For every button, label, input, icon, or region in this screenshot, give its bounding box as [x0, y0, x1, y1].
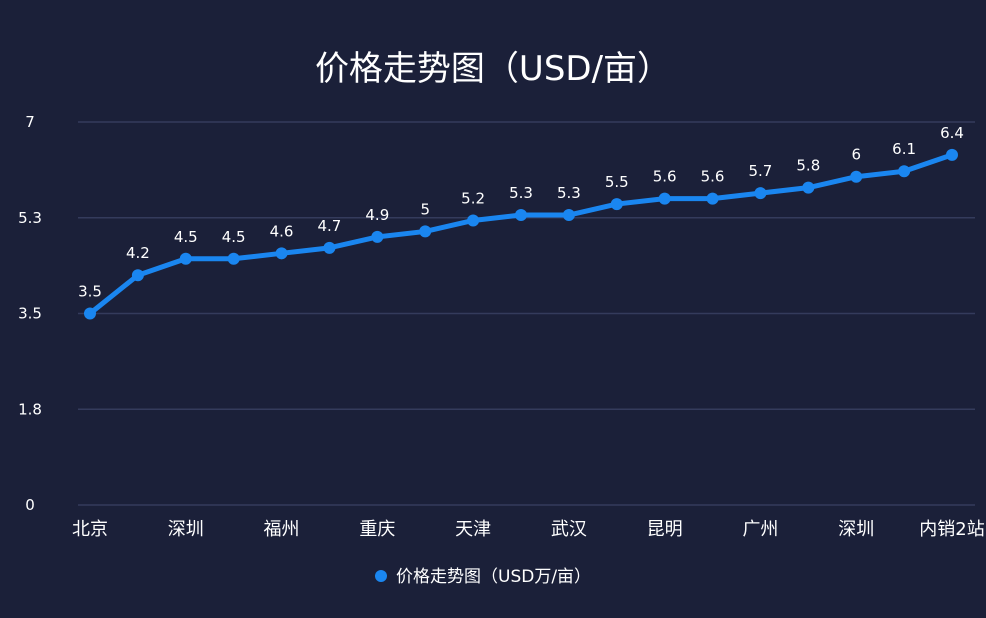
y-tick-label: 3.5 — [18, 305, 42, 323]
data-label: 4.9 — [365, 206, 389, 224]
data-point[interactable] — [419, 225, 432, 238]
legend[interactable]: 价格走势图（USD万/亩） — [375, 567, 591, 587]
x-tick-label: 昆明 — [647, 519, 683, 540]
data-point[interactable] — [227, 252, 240, 265]
data-label: 4.5 — [174, 228, 198, 246]
y-tick-label: 0 — [25, 496, 35, 514]
data-label: 4.5 — [222, 228, 246, 246]
x-tick-label: 广州 — [742, 519, 778, 540]
data-point[interactable] — [131, 269, 144, 282]
data-point[interactable] — [754, 187, 767, 200]
data-label: 5.2 — [461, 189, 485, 207]
data-label: 6.1 — [892, 140, 916, 158]
data-point[interactable] — [562, 209, 575, 222]
data-point[interactable] — [850, 170, 863, 183]
data-point[interactable] — [179, 252, 192, 265]
x-tick-label: 天津 — [455, 519, 491, 540]
data-point[interactable] — [658, 192, 671, 205]
data-label: 4.2 — [126, 244, 150, 262]
x-tick-label: 重庆 — [359, 519, 395, 540]
y-axis-ticks: 7 5.3 3.5 1.8 0 — [18, 113, 42, 514]
data-labels: 3.5 4.2 4.5 4.5 4.6 4.7 4.9 5 5.2 5.3 5.3 5.5 5.6 5.6… — [78, 124, 964, 301]
data-point[interactable] — [802, 181, 815, 194]
data-label: 5 — [420, 200, 430, 218]
legend-marker — [375, 570, 387, 582]
data-point[interactable] — [898, 165, 911, 178]
data-label: 3.5 — [78, 283, 102, 301]
y-tick-label: 5.3 — [18, 209, 42, 227]
data-label: 4.7 — [318, 217, 342, 235]
data-label: 5.6 — [653, 168, 677, 186]
x-tick-label: 福州 — [264, 519, 300, 540]
data-point[interactable] — [84, 307, 96, 320]
legend-label: 价格走势图（USD万/亩） — [396, 567, 591, 587]
x-tick-label: 深圳 — [838, 519, 874, 540]
data-point[interactable] — [515, 209, 527, 222]
data-label: 6.4 — [940, 124, 964, 142]
data-label: 5.3 — [557, 184, 581, 202]
y-tick-label: 7 — [25, 113, 35, 131]
data-label: 5.7 — [749, 162, 773, 180]
chart-title: 价格走势图（USD/亩） — [315, 49, 671, 89]
x-tick-label: 内销2站 — [919, 519, 984, 540]
x-tick-label: 深圳 — [168, 519, 204, 540]
grid-lines — [78, 121, 975, 506]
data-label: 5.3 — [509, 184, 533, 202]
data-label: 4.6 — [270, 222, 294, 240]
data-point[interactable] — [706, 192, 719, 205]
x-axis-ticks: 北京 深圳 福州 重庆 天津 武汉 昆明 广州 深圳 内销2站 — [72, 519, 985, 540]
data-point[interactable] — [275, 247, 288, 260]
data-label: 5.8 — [796, 157, 820, 175]
x-tick-label: 北京 — [72, 519, 108, 540]
data-label: 5.6 — [701, 168, 725, 186]
data-label: 6 — [851, 146, 861, 164]
data-point[interactable] — [371, 230, 384, 243]
series-line — [87, 152, 955, 316]
data-point[interactable] — [467, 214, 480, 227]
data-point[interactable] — [323, 241, 336, 254]
data-point[interactable] — [946, 148, 958, 161]
x-tick-label: 武汉 — [551, 519, 587, 540]
data-point[interactable] — [610, 198, 623, 211]
y-tick-label: 1.8 — [18, 400, 42, 418]
data-label: 5.5 — [605, 173, 629, 191]
price-series — [84, 148, 958, 320]
